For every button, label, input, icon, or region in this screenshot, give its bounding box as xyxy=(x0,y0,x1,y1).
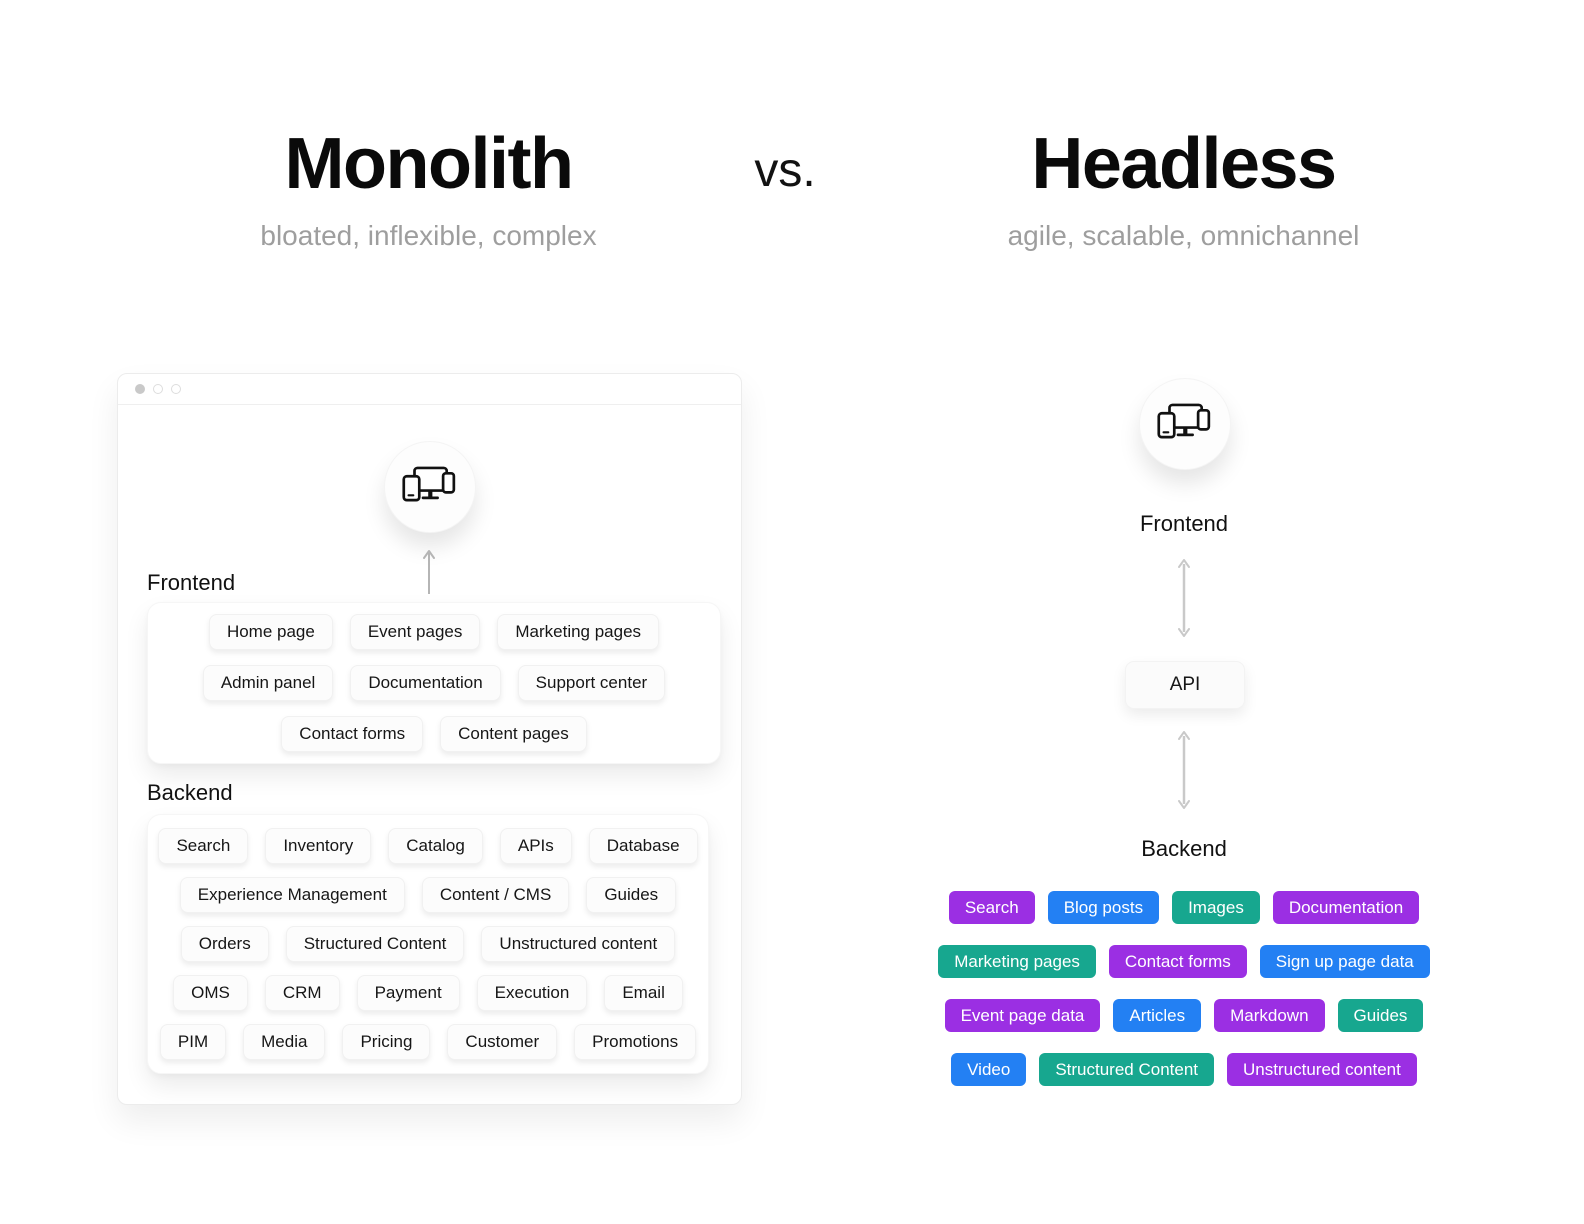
headless-content-chip: Unstructured content xyxy=(1227,1053,1417,1086)
monolith-backend-heading: Backend xyxy=(147,780,233,805)
headless-subtitle: agile, scalable, omnichannel xyxy=(1007,220,1360,251)
headless-content-chip: Documentation xyxy=(1272,891,1420,924)
headless-content-chip: Event page data xyxy=(944,999,1101,1032)
monolith-feature-chip: Execution xyxy=(476,975,588,1011)
monolith-feature-chip: Marketing pages xyxy=(497,614,660,650)
monolith-feature-chip: CRM xyxy=(264,975,340,1011)
headless-content-chip: Sign up page data xyxy=(1259,945,1430,978)
api-box: API xyxy=(1125,661,1245,709)
headless-backend-label: Backend xyxy=(1141,836,1227,861)
monolith-feature-chip: PIM xyxy=(159,1024,227,1060)
monolith-feature-chip: Documentation xyxy=(350,665,501,701)
monolith-feature-chip: Content pages xyxy=(440,716,587,752)
vs-label: vs. xyxy=(754,144,816,197)
window-dot-icon xyxy=(135,384,145,394)
monolith-feature-chip: Home page xyxy=(208,614,333,650)
monolith-title: Monolith xyxy=(284,124,574,204)
monolith-feature-chip: Catalog xyxy=(388,828,483,864)
monolith-feature-chip: Admin panel xyxy=(202,665,334,701)
chip-row: Orders Structured Content Unstructured con… xyxy=(180,926,676,962)
monolith-feature-chip: Email xyxy=(604,975,683,1011)
monolith-feature-chip: Unstructured content xyxy=(481,926,676,962)
window-dot-icon xyxy=(171,384,181,394)
monolith-feature-chip: Contact forms xyxy=(281,716,424,752)
headless-content-chips: Search Blog posts Images Documentation Marke… xyxy=(904,891,1464,1086)
monolith-browser-window: Frontend Home page Event pages Marketing p… xyxy=(117,373,742,1105)
window-dot-icon xyxy=(153,384,163,394)
monolith-feature-chip: OMS xyxy=(173,975,248,1011)
monolith-feature-chip: Customer xyxy=(447,1024,558,1060)
headless-content-chip: Articles xyxy=(1113,999,1202,1032)
headless-content-chip: Contact forms xyxy=(1108,945,1247,978)
monolith-subtitle: bloated, inflexible, complex xyxy=(260,220,597,251)
monolith-backend-panel: Search Inventory Catalog APIs Database Experi… xyxy=(147,814,709,1074)
double-arrow-vertical-icon xyxy=(1178,731,1190,809)
chip-row: Marketing pages Contact forms Sign up page… xyxy=(904,945,1464,978)
devices-icon xyxy=(402,466,456,502)
chip-row: Search Blog posts Images Documentation xyxy=(904,891,1464,924)
headless-content-chip: Markdown xyxy=(1214,999,1325,1032)
chip-row: Video Structured Content Unstructured cont… xyxy=(904,1053,1464,1086)
monolith-feature-chip: Structured Content xyxy=(285,926,465,962)
headless-content-chip: Video xyxy=(951,1053,1027,1086)
headless-frontend-label: Frontend xyxy=(1139,511,1229,536)
monolith-feature-chip: Database xyxy=(588,828,698,864)
monolith-frontend-panel: Home page Event pages Marketing pages Admin… xyxy=(147,602,721,764)
monolith-frontend-device-badge xyxy=(384,441,476,533)
monolith-feature-chip: Support center xyxy=(517,665,666,701)
monolith-feature-chip: Experience Management xyxy=(179,877,405,913)
chip-row: Search Inventory Catalog APIs Database xyxy=(158,828,698,864)
monolith-feature-chip: Content / CMS xyxy=(421,877,570,913)
headless-content-chip: Marketing pages xyxy=(938,945,1096,978)
headless-content-chip: Blog posts xyxy=(1047,891,1160,924)
headless-content-chip: Search xyxy=(948,891,1035,924)
headless-title: Headless xyxy=(1031,124,1337,204)
headless-content-chip: Guides xyxy=(1337,999,1424,1032)
headless-content-chip: Structured Content xyxy=(1039,1053,1215,1086)
double-arrow-vertical-icon xyxy=(1178,559,1190,637)
monolith-title-block: Monolith bloated, inflexible, complex xyxy=(117,128,740,252)
monolith-feature-chip: Promotions xyxy=(574,1024,697,1060)
monolith-feature-chip: Guides xyxy=(586,877,677,913)
monolith-feature-chip: Orders xyxy=(180,926,269,962)
headless-content-chip: Images xyxy=(1172,891,1260,924)
chip-row: Contact forms Content pages xyxy=(281,716,587,752)
chip-row: OMS CRM Payment Execution Email xyxy=(173,975,683,1011)
arrow-up-icon xyxy=(423,550,435,594)
monolith-frontend-heading: Frontend xyxy=(147,570,236,595)
monolith-feature-chip: Pricing xyxy=(342,1024,431,1060)
headless-title-block: Headless agile, scalable, omnichannel xyxy=(872,128,1495,252)
headless-frontend-device-badge xyxy=(1139,378,1231,470)
monolith-feature-chip: Inventory xyxy=(265,828,372,864)
monolith-feature-chip: Search xyxy=(158,828,249,864)
chip-row: PIM Media Pricing Customer Promotions xyxy=(159,1024,697,1060)
monolith-feature-chip: Payment xyxy=(356,975,460,1011)
chip-row: Experience Management Content / CMS Guides xyxy=(179,877,677,913)
browser-titlebar xyxy=(118,374,741,405)
devices-icon xyxy=(1157,403,1211,439)
chip-row: Admin panel Documentation Support center xyxy=(202,665,666,701)
monolith-feature-chip: Media xyxy=(243,1024,326,1060)
chip-row: Event page data Articles Markdown Guides xyxy=(904,999,1464,1032)
monolith-feature-chip: Event pages xyxy=(349,614,481,650)
monolith-feature-chip: APIs xyxy=(499,828,572,864)
chip-row: Home page Event pages Marketing pages xyxy=(208,614,660,650)
